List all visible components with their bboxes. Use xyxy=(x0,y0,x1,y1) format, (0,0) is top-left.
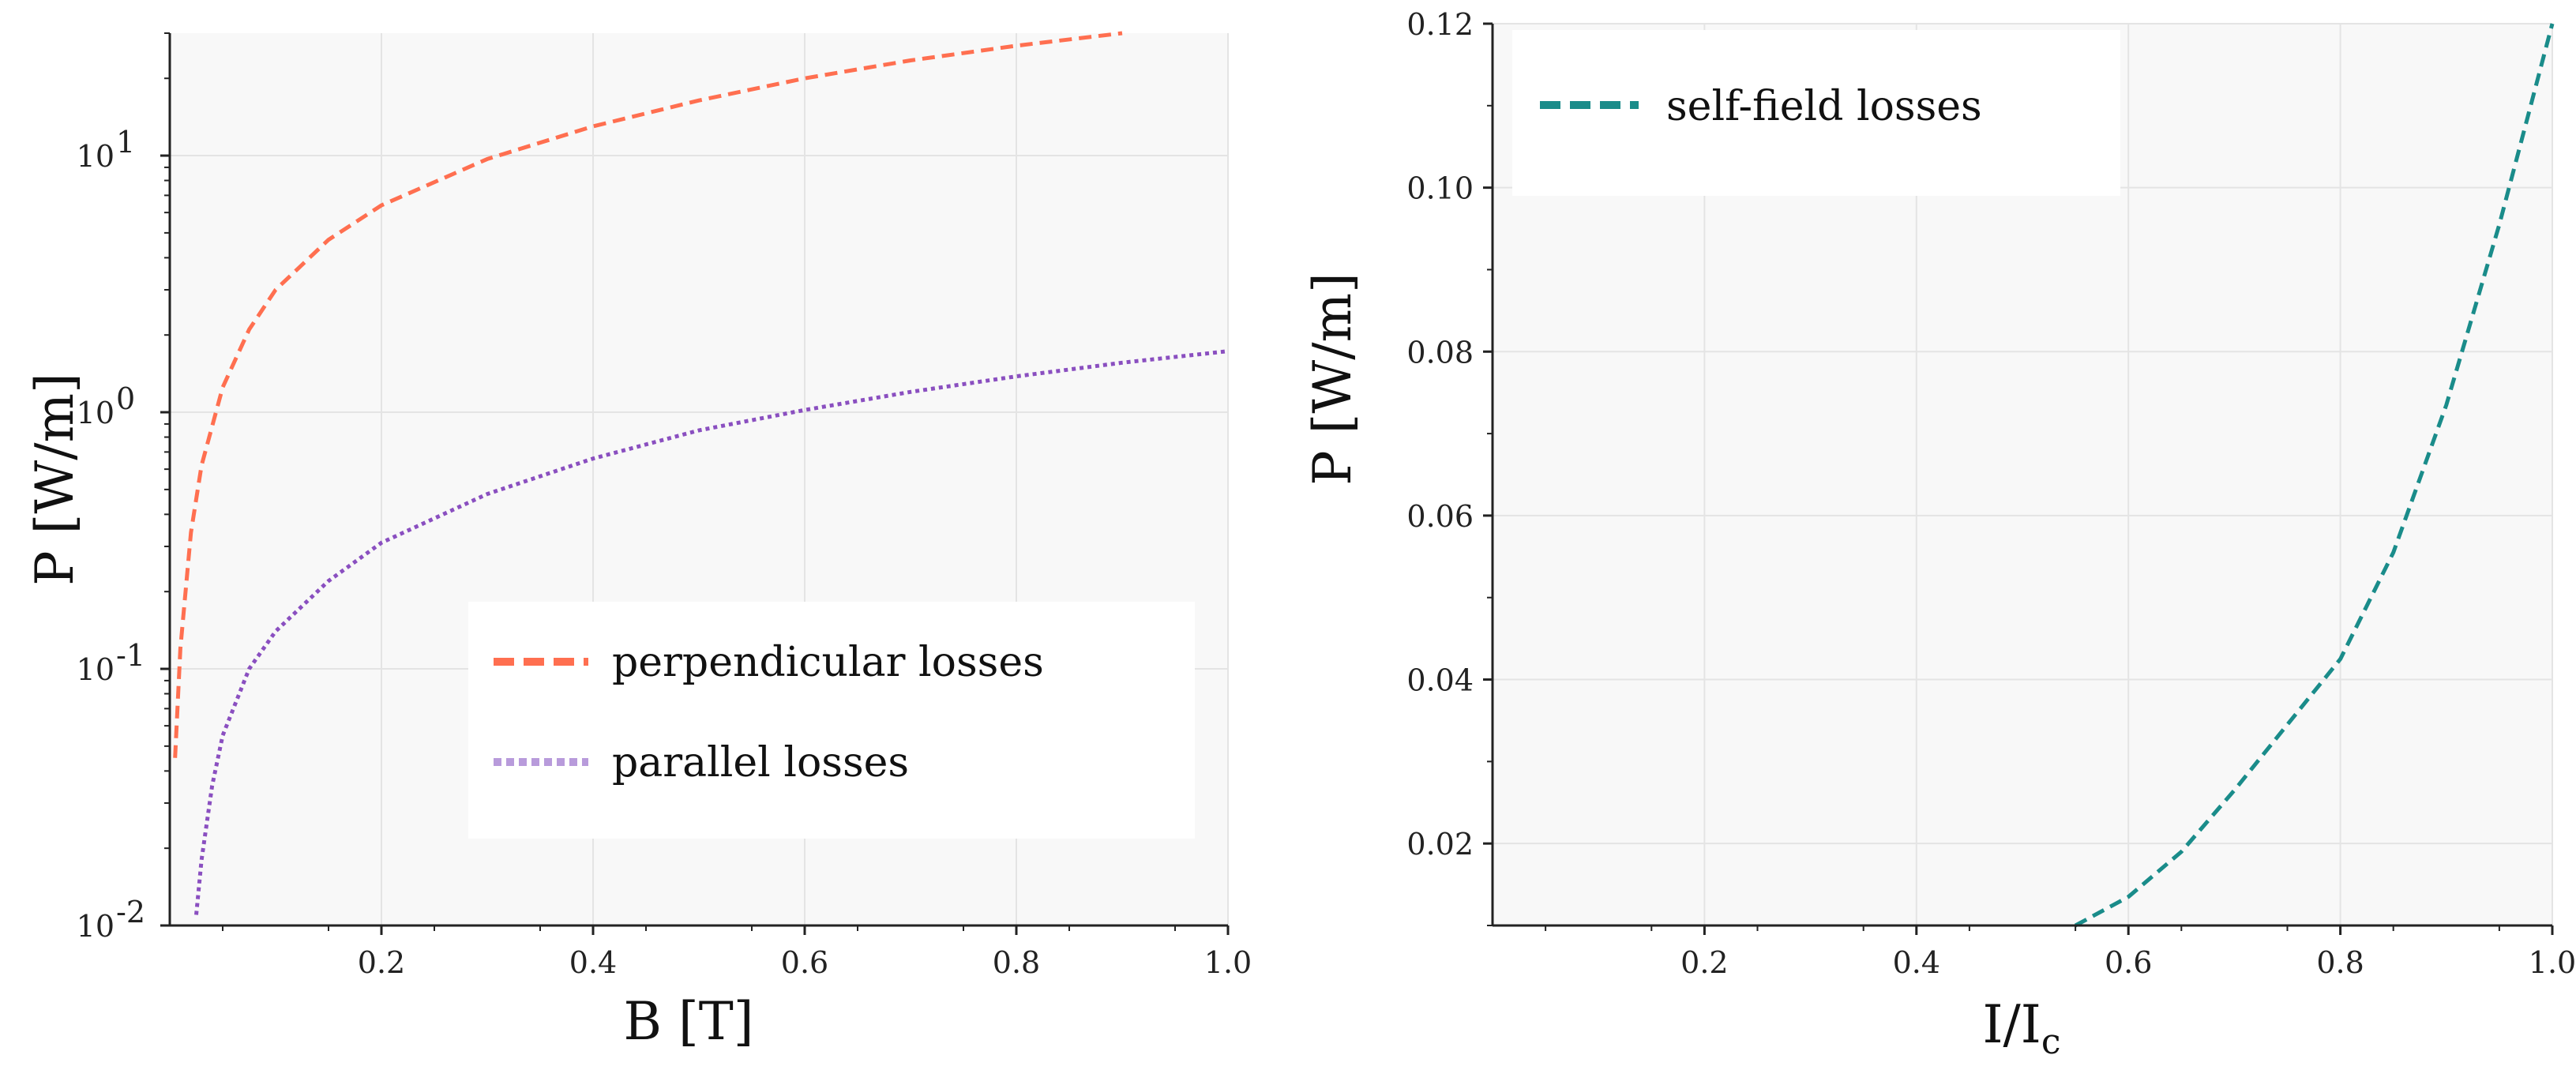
chart-right: 0.2 0.4 0.6 0.8 1.0 0.02 0.04 0.06 0.08 0.10 0.12… xyxy=(1302,7,2576,1062)
x-axis-label-left: B [T] xyxy=(624,991,754,1052)
y-tick-label: 0.10 xyxy=(1406,171,1474,206)
y-tick-label-base: 10 xyxy=(77,652,115,687)
series-left xyxy=(173,31,1229,915)
y-tick-label: 0.12 xyxy=(1406,7,1474,42)
y-tick-label: 0.02 xyxy=(1406,827,1474,862)
y-tick-label-exp: 1 xyxy=(116,125,135,160)
series-line-self-field-losses xyxy=(2074,23,2555,928)
y-tick-label: 0.04 xyxy=(1406,663,1474,698)
y-axis-label-left: P [W/m] xyxy=(24,373,85,586)
y-tick-label-exp: -1 xyxy=(116,638,145,673)
x-tick-label: 0.4 xyxy=(569,945,617,980)
x-tick-label: 0.6 xyxy=(781,945,828,980)
x-ticks-right: 0.2 0.4 0.6 0.8 1.0 xyxy=(1545,925,2576,980)
series-right xyxy=(2074,23,2555,928)
x-tick-label: 1.0 xyxy=(2529,945,2576,980)
x-tick-label: 0.8 xyxy=(993,945,1040,980)
y-tick-label: 10 xyxy=(77,652,115,687)
y-tick-label: 0.06 xyxy=(1406,499,1474,534)
x-axis-label-right-main: I/I xyxy=(1982,994,2041,1055)
y-tick-label-exp: -2 xyxy=(116,895,145,929)
y-tick-label: 10 xyxy=(77,139,115,174)
series-line-perpendicular-losses xyxy=(173,31,1123,758)
x-tick-label: 1.0 xyxy=(1204,945,1252,980)
x-tick-label: 0.4 xyxy=(1893,945,1940,980)
x-tick-label: 0.6 xyxy=(2105,945,2152,980)
y-axis-label-right: P [W/m] xyxy=(1302,272,1363,486)
series-line-parallel-losses xyxy=(194,349,1229,915)
x-tick-label: 0.2 xyxy=(358,945,405,980)
x-axis-label-right-sub: c xyxy=(2041,1022,2061,1062)
legend-label-perpendicular: perpendicular losses xyxy=(612,639,1044,686)
x-ticks-left: 0.2 0.4 0.6 0.8 1.0 xyxy=(222,925,1252,980)
y-tick-label-base: 10 xyxy=(77,909,115,944)
legend-label-parallel: parallel losses xyxy=(612,739,909,787)
y-tick-label: 10 xyxy=(77,396,115,430)
x-axis-label-right: I/Ic xyxy=(1982,994,2060,1062)
y-tick-label-exp: 0 xyxy=(116,381,135,416)
legend-label-self-field: self-field losses xyxy=(1666,83,1982,130)
legend-box-right xyxy=(1512,30,2120,196)
y-tick-label: 0.08 xyxy=(1406,335,1474,370)
y-ticks-right: 0.02 0.04 0.06 0.08 0.10 0.12 xyxy=(1406,7,1493,926)
legend-box-left xyxy=(468,602,1195,839)
y-tick-label: 10 xyxy=(77,909,115,944)
legend-right: self-field losses xyxy=(1512,30,2120,196)
x-tick-label: 0.2 xyxy=(1680,945,1728,980)
y-tick-label-base: 10 xyxy=(77,396,115,430)
legend-left: perpendicular losses parallel losses xyxy=(468,602,1195,839)
y-tick-label-base: 10 xyxy=(77,139,115,174)
x-tick-label: 0.8 xyxy=(2316,945,2364,980)
